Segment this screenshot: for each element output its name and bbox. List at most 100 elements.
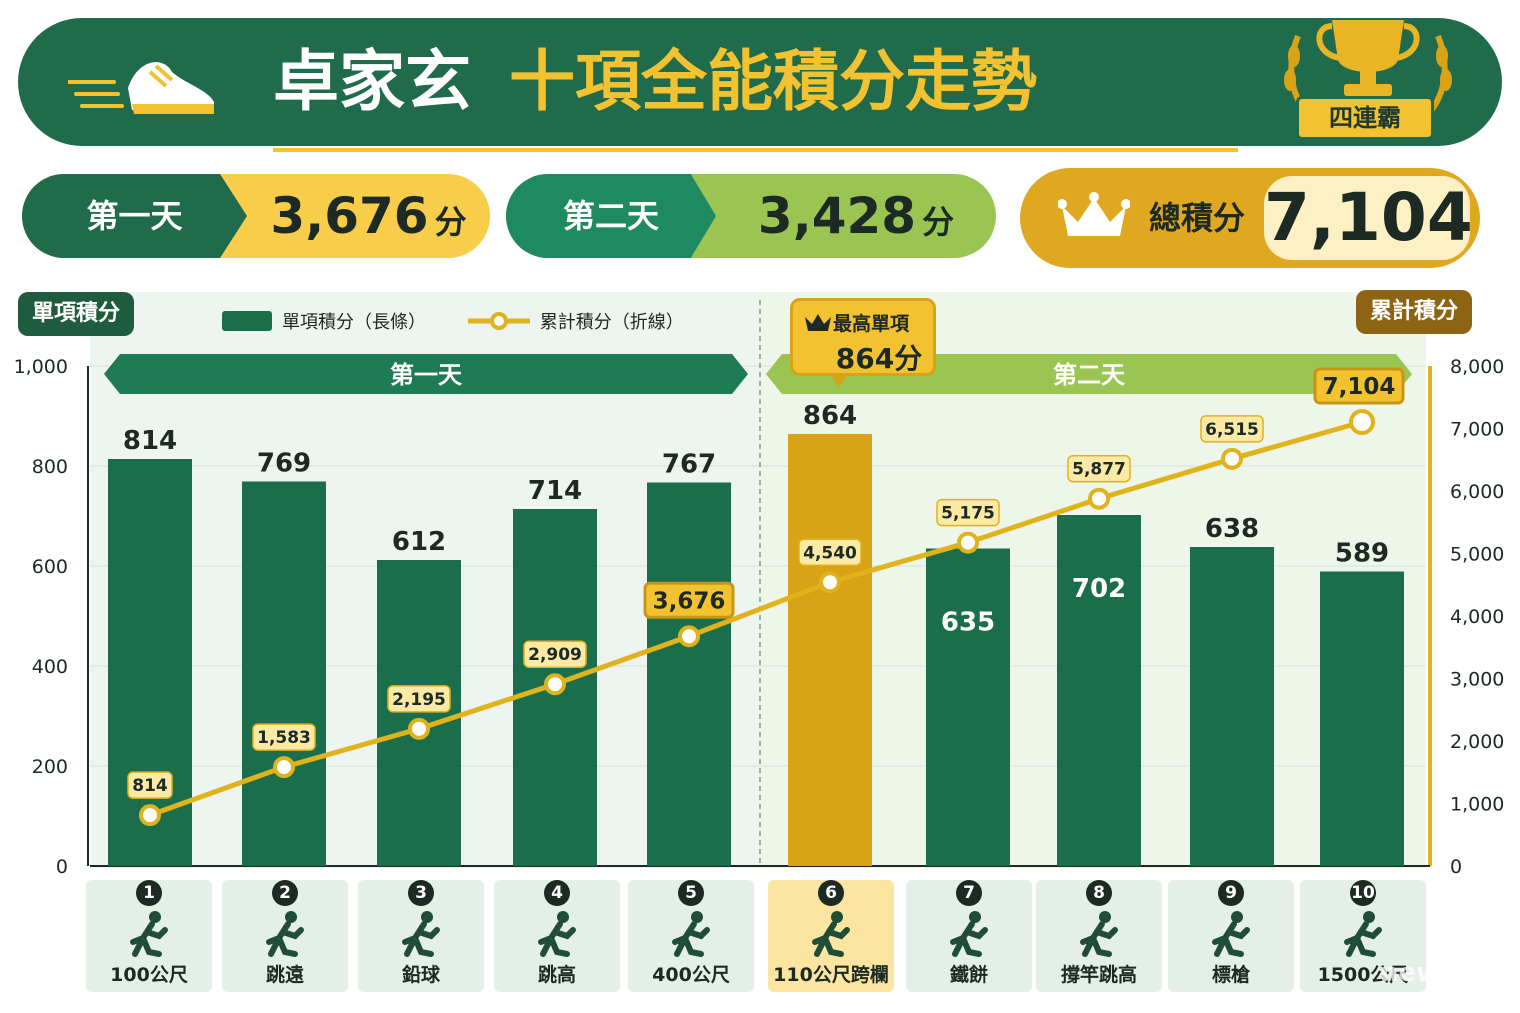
four-peat-badge: 四連霸	[1296, 96, 1434, 140]
bar-value-label: 769	[257, 449, 311, 479]
bar-value-label: 767	[662, 450, 716, 480]
event-number: 7	[956, 880, 982, 906]
athlete-pictogram-icon	[1080, 911, 1118, 957]
cumulative-point	[273, 756, 295, 779]
event-bar	[377, 560, 461, 866]
day1-summary: 第一天 3,676 分	[22, 174, 490, 258]
athlete-pictogram-icon	[130, 911, 168, 957]
left-tick-label: 1,000	[14, 356, 68, 378]
event-tile: 9 標槍	[1168, 880, 1294, 992]
cumulative-point	[408, 717, 430, 740]
event-name: 鐵餅	[949, 964, 988, 986]
total-label: 總積分	[1148, 199, 1245, 237]
cumulative-point	[957, 531, 979, 554]
event-bar	[1190, 547, 1274, 866]
cumulative-point	[1221, 447, 1243, 470]
bar-value-label: 814	[123, 426, 177, 456]
left-tick-label: 400	[32, 656, 68, 678]
left-axis-title: 單項積分	[18, 292, 135, 336]
day2-label: 第二天	[506, 174, 716, 258]
bar-value-label: 702	[1072, 574, 1126, 604]
right-tick-label: 5,000	[1450, 544, 1504, 566]
event-name: 100公尺	[110, 964, 188, 986]
left-tick-label: 800	[32, 456, 68, 478]
title-subject: 十項全能積分走勢	[509, 43, 1037, 120]
title-banner: 卓家玄 十項全能積分走勢	[18, 18, 1502, 152]
best-crown-icon	[805, 314, 831, 331]
legend-line-label: 累計積分（折線）	[539, 312, 684, 333]
event-bar	[647, 482, 731, 866]
cumulative-value-label: 814	[132, 776, 168, 796]
event-tile: 1 100公尺	[86, 880, 212, 992]
event-number: 5	[678, 880, 704, 906]
event-name: 跳高	[537, 964, 576, 986]
day-ribbon-label: 第二天	[1053, 361, 1125, 389]
right-tick-label: 2,000	[1450, 731, 1504, 753]
right-tick-label: 7,000	[1450, 419, 1504, 441]
right-tick-label: 8,000	[1450, 356, 1504, 378]
athlete-pictogram-icon	[266, 911, 304, 957]
right-tick-label: 3,000	[1450, 669, 1504, 691]
day2-score: 3,428 分	[757, 187, 955, 245]
best-callout-title: 最高單項	[833, 313, 910, 335]
cumulative-label-box	[127, 771, 173, 799]
event-tile: 2 跳遠	[222, 880, 348, 992]
day1-ribbon	[104, 354, 748, 394]
event-tile: 3 鉛球	[358, 880, 484, 992]
day1-score: 3,676 分	[270, 187, 467, 245]
right-tick-label: 0	[1450, 856, 1462, 878]
legend-line-swatch	[467, 311, 530, 331]
event-bar	[1057, 515, 1141, 866]
event-tile: 4 跳高	[494, 880, 620, 992]
event-tile: 5 400公尺	[628, 880, 754, 992]
cumulative-label-box	[936, 498, 1000, 527]
running-shoe-icon	[68, 62, 214, 114]
athlete-pictogram-icon	[812, 911, 850, 957]
cumulative-point	[544, 673, 566, 696]
cumulative-value-label: 1,583	[257, 728, 311, 748]
athlete-pictogram-icon	[538, 911, 576, 957]
event-number: 1	[136, 880, 162, 906]
event-bar	[242, 481, 326, 866]
event-tile: 8 撐竿跳高	[1036, 880, 1162, 992]
best-callout-pointer	[829, 373, 849, 387]
cumulative-point	[139, 804, 161, 827]
event-tile: 6 110公尺跨欄	[768, 880, 894, 992]
event-bar	[788, 434, 872, 866]
event-tile: 7 鐵餅	[906, 880, 1032, 992]
event-number: 4	[544, 880, 570, 906]
bar-value-label: 612	[392, 527, 446, 557]
bar-value-label: 589	[1335, 539, 1389, 569]
page-title: 卓家玄 十項全能積分走勢	[273, 42, 1037, 122]
event-bar	[1320, 571, 1404, 866]
cumulative-value-label: 5,877	[1072, 460, 1126, 480]
event-name: 撐竿跳高	[1060, 964, 1137, 986]
cumulative-value-label: 7,104	[1323, 374, 1396, 400]
cumulative-point	[819, 571, 841, 594]
cumulative-label-box	[798, 538, 862, 566]
best-event-callout: 最高單項 864分	[790, 298, 936, 387]
cumulative-value-label: 4,540	[803, 543, 857, 563]
left-tick-label: 200	[32, 756, 68, 778]
event-name: 鉛球	[401, 964, 440, 986]
trophy-icon	[1284, 20, 1452, 121]
right-tick-label: 4,000	[1450, 606, 1504, 628]
chart-legend: 單項積分（長條） 累計積分（折線）	[222, 308, 684, 340]
event-bar	[926, 548, 1010, 866]
event-number: 10	[1350, 880, 1376, 906]
event-number: 6	[818, 880, 844, 906]
left-tick-label: 600	[32, 556, 68, 578]
event-name: 400公尺	[652, 964, 730, 986]
athlete-pictogram-icon	[672, 911, 710, 957]
bar-value-label: 635	[941, 608, 995, 638]
left-tick-label: 0	[56, 856, 68, 878]
cumulative-value-label: 3,676	[653, 588, 726, 614]
title-underline	[273, 148, 1238, 152]
day1-label: 第一天	[22, 174, 247, 258]
event-name: 110公尺跨欄	[773, 964, 889, 986]
cumulative-label-box	[387, 685, 451, 713]
day-ribbon-label: 第一天	[390, 361, 462, 389]
event-tile: 10 1500公尺	[1300, 880, 1426, 992]
cumulative-point	[1088, 487, 1110, 510]
